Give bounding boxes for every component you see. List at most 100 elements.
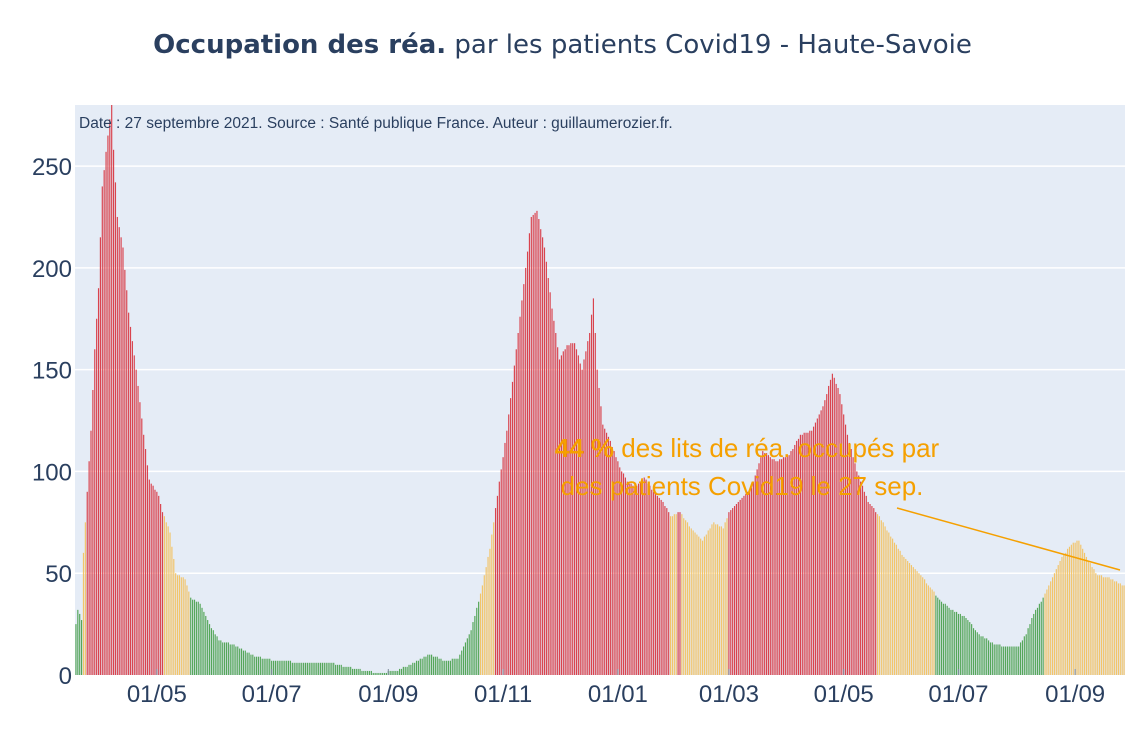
bar (466, 638, 468, 675)
bar (423, 656, 425, 675)
bar (607, 436, 610, 675)
bar (261, 658, 263, 675)
bar (1057, 565, 1059, 675)
bar (92, 390, 94, 675)
bar (901, 554, 903, 675)
bar (698, 536, 700, 675)
bar (839, 394, 841, 675)
bar (530, 216, 532, 675)
bar (1112, 579, 1114, 675)
bar (910, 565, 913, 675)
bar (549, 292, 551, 675)
bar (624, 477, 626, 675)
bar (861, 485, 864, 675)
bar (114, 182, 117, 676)
bar (905, 558, 907, 675)
bar (811, 430, 813, 675)
bar (472, 622, 474, 675)
bar (974, 630, 976, 675)
bar (131, 341, 133, 675)
bar (769, 457, 771, 675)
bar (835, 383, 837, 675)
x-tick-label: 01/03 (699, 681, 759, 708)
bar (208, 624, 211, 675)
bar (436, 656, 438, 675)
bar (308, 662, 310, 675)
bar (890, 536, 892, 675)
bar (363, 670, 365, 675)
bar (252, 654, 254, 675)
bar (918, 573, 920, 675)
bar (892, 538, 894, 675)
bar (854, 463, 856, 675)
bar (803, 432, 805, 675)
bar (303, 662, 305, 675)
bar (415, 660, 418, 675)
bar (878, 516, 881, 675)
bar (782, 457, 785, 675)
bar (350, 666, 352, 675)
bar (547, 278, 549, 675)
bar (517, 333, 519, 675)
bar (1055, 569, 1057, 675)
bar (916, 571, 918, 675)
bar (1027, 628, 1029, 675)
bar (335, 664, 337, 675)
bar (656, 495, 658, 675)
bar (453, 658, 455, 675)
bar (432, 656, 435, 675)
bar (1003, 646, 1005, 675)
bar (120, 237, 122, 675)
bar (925, 583, 928, 675)
bar (690, 528, 692, 675)
bar (1065, 552, 1067, 675)
bar (575, 349, 578, 675)
bar (267, 658, 269, 675)
bar (694, 532, 696, 675)
bar (899, 550, 901, 675)
bar (1016, 646, 1018, 675)
bar (321, 662, 324, 675)
bar (534, 212, 536, 675)
bar (489, 548, 491, 675)
bar (105, 151, 107, 675)
bar (1035, 609, 1037, 675)
bar (338, 664, 340, 675)
bar (685, 520, 687, 675)
bar (111, 105, 113, 675)
bar (826, 394, 828, 675)
bar (587, 341, 589, 675)
bar (829, 379, 832, 675)
bar (250, 654, 252, 675)
bar (295, 662, 297, 675)
bar (675, 514, 677, 675)
bar (1104, 577, 1106, 675)
bar (1100, 575, 1103, 675)
bar (1040, 601, 1042, 675)
bar (331, 662, 333, 675)
bar (671, 516, 674, 675)
bar (1059, 561, 1061, 675)
bar (875, 512, 877, 675)
bar (1042, 597, 1044, 675)
bar (201, 607, 203, 675)
bar (594, 333, 596, 675)
bar (210, 628, 213, 675)
bar (229, 644, 231, 675)
bar (487, 556, 489, 675)
bar (971, 624, 973, 675)
bar (1018, 646, 1020, 675)
bar (425, 656, 427, 675)
bar (865, 495, 867, 675)
bar (336, 664, 339, 675)
bar (1110, 579, 1112, 675)
bar (688, 526, 690, 675)
bar (564, 349, 566, 675)
bar (278, 660, 280, 675)
bar (124, 269, 126, 675)
bar (833, 377, 835, 675)
bar (414, 662, 416, 675)
bar (649, 485, 651, 675)
bar (585, 351, 587, 675)
bar (357, 668, 359, 675)
